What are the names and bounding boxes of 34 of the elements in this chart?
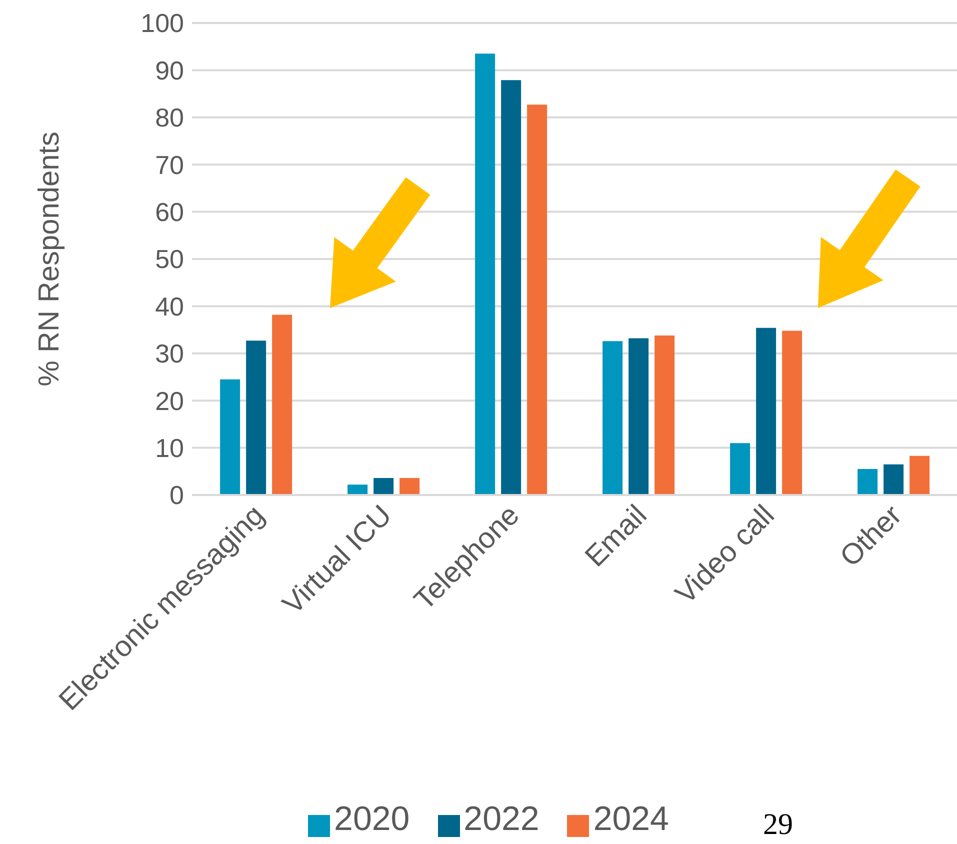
bar — [374, 478, 394, 495]
bar — [527, 104, 548, 495]
bar — [654, 335, 675, 495]
y-tick-label: 0 — [170, 480, 184, 510]
bar — [400, 478, 420, 495]
y-tick-label: 30 — [155, 338, 184, 369]
bar — [910, 456, 930, 495]
bar — [501, 80, 522, 495]
y-tick-label: 60 — [155, 197, 184, 228]
bar — [756, 328, 776, 495]
bar — [348, 484, 368, 495]
bar — [782, 330, 802, 495]
legend-label: 2020 — [334, 800, 410, 838]
y-tick-label: 40 — [155, 291, 184, 322]
bar — [730, 443, 750, 495]
bar — [884, 464, 904, 495]
legend-label: 2024 — [593, 800, 669, 838]
bar — [220, 379, 240, 495]
bar — [246, 340, 266, 495]
text: 29 — [763, 808, 793, 842]
y-tick-label: 50 — [155, 244, 184, 274]
bar — [858, 469, 878, 495]
y-tick-label: 70 — [155, 150, 184, 180]
y-tick-label: 90 — [155, 55, 184, 86]
y-tick-label: 20 — [155, 386, 184, 416]
bar — [272, 314, 292, 495]
bar — [475, 54, 496, 495]
legend-label: 2022 — [464, 800, 540, 838]
y-axis-title: % RN Respondents — [33, 132, 66, 386]
y-tick-label: 100 — [140, 8, 184, 38]
y-tick-label: 80 — [155, 102, 184, 133]
bar — [602, 341, 623, 495]
bar — [628, 338, 649, 495]
y-tick-label: 10 — [155, 433, 184, 464]
